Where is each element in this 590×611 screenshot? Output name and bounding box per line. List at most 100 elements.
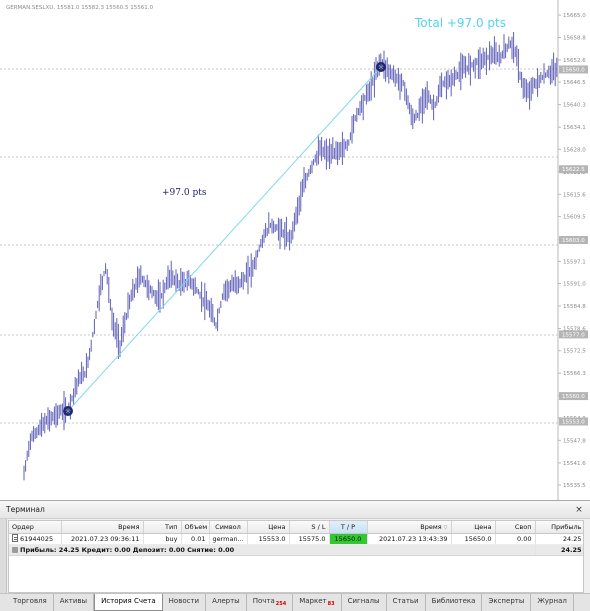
tab-1[interactable]: Активы bbox=[54, 594, 95, 611]
col-header-close-price[interactable]: Цена bbox=[451, 521, 496, 534]
price-tick-label: 15658.8 bbox=[563, 36, 586, 42]
price-tick-label: 15566.3 bbox=[563, 371, 586, 377]
price-tick-label: 15615.6 bbox=[563, 192, 586, 198]
price-tick-label: 15640.3 bbox=[563, 103, 586, 109]
tab-label: Активы bbox=[59, 597, 88, 605]
tab-2[interactable]: История Счета bbox=[94, 594, 163, 611]
tab-5[interactable]: Почта254 bbox=[247, 594, 294, 611]
svg-text:☼: ☼ bbox=[378, 64, 384, 72]
price-level-box bbox=[559, 417, 588, 426]
terminal-title: Терминал bbox=[6, 505, 45, 514]
cell-sl: 15575.0 bbox=[289, 533, 330, 545]
tab-label: Алерты bbox=[212, 597, 240, 605]
col-header-time[interactable]: Время bbox=[61, 521, 144, 534]
tab-6[interactable]: Маркет83 bbox=[293, 594, 342, 611]
tab-label: Журнал bbox=[537, 597, 567, 605]
col-header-tp[interactable]: T / P bbox=[329, 521, 368, 534]
price-tick-label: 15572.5 bbox=[563, 349, 586, 355]
tab-label: Маркет bbox=[299, 597, 327, 605]
col-header-close-time-label: Время bbox=[420, 522, 442, 531]
col-header-order[interactable]: Ордер bbox=[9, 521, 62, 534]
tab-label: Библиотека bbox=[431, 597, 476, 605]
price-chart[interactable]: ☼ ☼ GERMAN.SESLXU, 15581.0 15582.3 15560… bbox=[0, 0, 590, 500]
summary-text: Прибыль: 24.25 Кредит: 0.00 Депозит: 0.0… bbox=[20, 545, 235, 554]
cell-close-price: 15650.0 bbox=[451, 533, 496, 545]
trade-entry-icon[interactable]: ☼ bbox=[63, 406, 73, 416]
col-header-volume[interactable]: Объем bbox=[181, 521, 210, 534]
cell-swap: 0.00 bbox=[495, 533, 536, 545]
summary-row: Прибыль: 24.25 Кредит: 0.00 Депозит: 0.0… bbox=[9, 544, 583, 556]
price-tick-label: 15609.5 bbox=[563, 214, 586, 220]
tab-label: Торговля bbox=[13, 597, 47, 605]
sort-icon: ▽ bbox=[443, 524, 448, 531]
price-tick-label: 15541.6 bbox=[563, 461, 586, 467]
cell-volume: 0.01 bbox=[181, 533, 210, 545]
cell-price: 15553.0 bbox=[247, 533, 290, 545]
tab-label: Эксперты bbox=[488, 597, 525, 605]
tab-7[interactable]: Сигналы bbox=[342, 594, 387, 611]
price-tick-label: 15584.8 bbox=[563, 304, 586, 310]
terminal-panel: Терминал × Ордер Время Тип Объем Символ … bbox=[0, 500, 590, 611]
cell-profit: 24.25 bbox=[535, 533, 583, 545]
price-level-box bbox=[559, 65, 588, 74]
col-header-type[interactable]: Тип bbox=[143, 521, 182, 534]
price-tick-label: 15646.5 bbox=[563, 80, 586, 86]
summary-total: 24.25 bbox=[535, 544, 583, 556]
tab-4[interactable]: Алерты bbox=[206, 594, 247, 611]
tab-9[interactable]: Библиотека bbox=[426, 594, 483, 611]
history-table: Ордер Время Тип Объем Символ Цена S / L … bbox=[8, 520, 584, 593]
summary-text-cell: Прибыль: 24.25 Кредит: 0.00 Депозит: 0.0… bbox=[9, 544, 536, 556]
symbol-line: GERMAN.SESLXU, 15581.0 15582.3 15560.5 1… bbox=[6, 5, 153, 11]
col-header-swap[interactable]: Своп bbox=[495, 521, 536, 534]
price-tick-label: 15591.0 bbox=[563, 282, 586, 288]
total-points-label: Total +97.0 pts bbox=[414, 16, 506, 30]
price-tick-label: 15578.6 bbox=[563, 327, 586, 333]
tab-label: Статьи bbox=[392, 597, 419, 605]
tab-3[interactable]: Новости bbox=[163, 594, 207, 611]
summary-icon bbox=[12, 546, 18, 553]
price-level-box bbox=[559, 330, 588, 339]
price-tick-label: 15628.0 bbox=[563, 147, 586, 153]
price-level-label: 15650.0 bbox=[562, 67, 585, 73]
col-header-close-time[interactable]: Время ▽ bbox=[367, 521, 452, 534]
trade-exit-icon[interactable]: ☼ bbox=[376, 62, 386, 72]
tab-0[interactable]: Торговля bbox=[7, 594, 54, 611]
cell-order-value: 61944025 bbox=[20, 535, 54, 543]
plot-area bbox=[0, 0, 558, 500]
price-level-box bbox=[559, 236, 588, 245]
trade-points-label: +97.0 pts bbox=[162, 188, 207, 198]
tab-label: История Счета bbox=[101, 597, 156, 605]
svg-text:☼: ☼ bbox=[65, 408, 71, 416]
price-level-box bbox=[559, 165, 588, 174]
chart-canvas[interactable]: ☼ ☼ GERMAN.SESLXU, 15581.0 15582.3 15560… bbox=[0, 0, 590, 500]
cell-close-time: 2021.07.23 13:43:39 bbox=[367, 533, 452, 545]
tab-badge: 83 bbox=[327, 601, 335, 607]
cell-order: 61944025 bbox=[9, 533, 62, 545]
cell-symbol: german... bbox=[209, 533, 248, 545]
cell-tp: 15650.0 bbox=[329, 533, 368, 545]
terminal-tabs: Торговля Активы История Счета Новости Алерты… bbox=[0, 593, 590, 611]
price-level-label: 15553.0 bbox=[562, 419, 585, 425]
tab-label: Сигналы bbox=[347, 597, 380, 605]
price-tick-label: 15547.8 bbox=[563, 438, 586, 444]
col-header-price[interactable]: Цена bbox=[247, 521, 290, 534]
tab-10[interactable]: Эксперты bbox=[482, 594, 532, 611]
price-level-box bbox=[559, 392, 588, 401]
price-tick-label: 15665.0 bbox=[563, 13, 586, 19]
col-header-profit[interactable]: Прибыль bbox=[535, 521, 583, 534]
col-header-sl[interactable]: S / L bbox=[289, 521, 330, 534]
price-level-label: 15603.0 bbox=[562, 238, 585, 244]
tab-11[interactable]: Журнал bbox=[531, 594, 574, 611]
tab-8[interactable]: Статьи bbox=[387, 594, 426, 611]
price-level-label: 15560.0 bbox=[562, 394, 585, 400]
price-tick-label: 15634.1 bbox=[563, 125, 586, 131]
trade-line bbox=[67, 66, 382, 412]
price-tick-label: 15597.1 bbox=[563, 259, 586, 265]
cell-type: buy bbox=[143, 533, 182, 545]
close-icon[interactable]: × bbox=[575, 505, 583, 515]
price-level-boxes: 15650.0 15622.5 15603.0 15577.0 15560.0 15553… bbox=[559, 65, 588, 426]
table-row[interactable]: 61944025 2021.07.23 09:36:11 buy 0.01 ge… bbox=[9, 533, 583, 545]
col-header-symbol[interactable]: Символ bbox=[209, 521, 248, 534]
price-tick-label: 15535.5 bbox=[563, 483, 586, 489]
price-level-label: 15577.0 bbox=[562, 332, 585, 338]
